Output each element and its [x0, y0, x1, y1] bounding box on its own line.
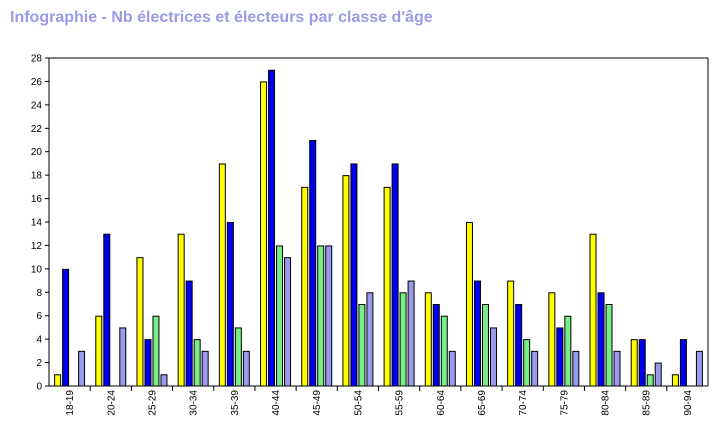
- x-tick-label: 60-64: [436, 390, 447, 416]
- bar-35-39-series-1: [218, 163, 226, 387]
- bar-60-64-series-3: [440, 315, 448, 387]
- bar-35-39-series-3: [234, 327, 242, 387]
- bar-65-69-series-2: [473, 280, 481, 387]
- x-tick-label: 25-29: [147, 390, 158, 416]
- y-tick-label: 12: [31, 241, 43, 252]
- bar-60-64-series-1: [424, 292, 432, 387]
- bar-85-89-series-4: [654, 362, 662, 387]
- bar-50-54-series-3: [358, 304, 366, 387]
- bar-55-59-series-1: [383, 186, 391, 387]
- bar-30-34-series-2: [185, 280, 193, 387]
- bar-70-74-series-1: [507, 280, 515, 387]
- bar-55-59-series-3: [399, 292, 407, 387]
- bar-80-84-series-1: [589, 233, 597, 387]
- bar-40-44-series-4: [284, 257, 292, 387]
- bar-65-69-series-1: [465, 222, 473, 387]
- x-tick-label: 70-74: [518, 390, 529, 416]
- bar-80-84-series-4: [613, 350, 621, 387]
- bar-85-89-series-2: [638, 339, 646, 387]
- x-tick-label: 50-54: [353, 390, 364, 416]
- bar-45-49-series-1: [301, 186, 309, 387]
- x-tick-label: 90-94: [683, 390, 694, 416]
- bar-20-24-series-4: [119, 327, 127, 387]
- y-tick-label: 6: [36, 311, 42, 322]
- bar-70-74-series-4: [531, 350, 539, 387]
- x-tick-label: 20-24: [106, 390, 117, 416]
- bar-65-69-series-4: [489, 327, 497, 387]
- bar-45-49-series-3: [317, 245, 325, 387]
- bar-90-94-series-2: [679, 339, 687, 387]
- y-tick-label: 0: [36, 382, 42, 393]
- x-tick-label: 55-59: [395, 390, 406, 416]
- bar-85-89-series-3: [646, 374, 654, 387]
- bar-55-59-series-4: [407, 280, 415, 387]
- bar-25-29-series-1: [136, 257, 144, 387]
- bar-90-94-series-4: [695, 350, 703, 387]
- x-tick-label: 65-69: [477, 390, 488, 416]
- y-tick-label: 26: [31, 77, 43, 88]
- x-tick-label: 18-19: [65, 390, 76, 416]
- x-axis: 18-19 20-24 25-29 30-34 35-39 40-44 45-49 50-54…: [65, 386, 694, 416]
- bar-75-79-series-1: [548, 292, 556, 387]
- bar-70-74-series-2: [515, 304, 523, 387]
- bar-35-39-series-2: [226, 222, 234, 387]
- bars-group: [54, 69, 703, 387]
- chart-title: Infographie - Nb électrices et électeurs…: [10, 9, 433, 26]
- bar-50-54-series-4: [366, 292, 374, 387]
- x-tick-label: 75-79: [559, 390, 570, 416]
- y-tick-label: 16: [31, 194, 43, 205]
- bar-18-19-series-2: [62, 268, 70, 387]
- bar-45-49-series-2: [309, 140, 317, 387]
- bar-55-59-series-2: [391, 163, 399, 387]
- bar-70-74-series-3: [523, 339, 531, 387]
- bar-25-29-series-2: [144, 339, 152, 387]
- bar-80-84-series-2: [597, 292, 605, 387]
- bar-65-69-series-3: [481, 304, 489, 387]
- bar-40-44-series-1: [260, 81, 268, 387]
- y-tick-label: 10: [31, 264, 43, 275]
- bar-75-79-series-2: [556, 327, 564, 387]
- bar-60-64-series-4: [448, 350, 456, 387]
- y-tick-label: 28: [31, 54, 43, 65]
- bar-40-44-series-2: [268, 69, 276, 387]
- bar-90-94-series-1: [671, 374, 679, 387]
- bar-45-49-series-4: [325, 245, 333, 387]
- y-tick-label: 4: [36, 335, 42, 346]
- y-tick-label: 22: [31, 124, 43, 135]
- bar-30-34-series-3: [193, 339, 201, 387]
- x-tick-label: 30-34: [189, 390, 200, 416]
- bar-18-19-series-1: [54, 374, 62, 387]
- bar-50-54-series-1: [342, 175, 350, 387]
- bar-85-89-series-1: [630, 339, 638, 387]
- x-tick-label: 80-84: [601, 390, 612, 416]
- y-tick-label: 18: [31, 171, 43, 182]
- bar-50-54-series-2: [350, 163, 358, 387]
- bar-30-34-series-4: [201, 350, 209, 387]
- x-tick-label: 45-49: [312, 390, 323, 416]
- y-tick-label: 14: [31, 218, 43, 229]
- bar-40-44-series-3: [276, 245, 284, 387]
- bar-20-24-series-1: [95, 315, 103, 387]
- bar-75-79-series-4: [572, 350, 580, 387]
- bar-25-29-series-3: [152, 315, 160, 387]
- bar-25-29-series-4: [160, 374, 168, 387]
- bar-20-24-series-2: [103, 233, 111, 387]
- y-tick-label: 2: [36, 358, 42, 369]
- bar-30-34-series-1: [177, 233, 185, 387]
- x-tick-label: 40-44: [271, 390, 282, 416]
- x-tick-label: 85-89: [642, 390, 653, 416]
- y-tick-label: 8: [36, 288, 42, 299]
- bar-60-64-series-2: [432, 304, 440, 387]
- bar-18-19-series-4: [78, 350, 86, 387]
- bar-35-39-series-4: [242, 350, 250, 387]
- y-tick-label: 24: [31, 100, 43, 111]
- x-tick-label: 35-39: [230, 390, 241, 416]
- y-tick-label: 20: [31, 147, 43, 158]
- bar-75-79-series-3: [564, 315, 572, 387]
- bar-80-84-series-3: [605, 304, 613, 387]
